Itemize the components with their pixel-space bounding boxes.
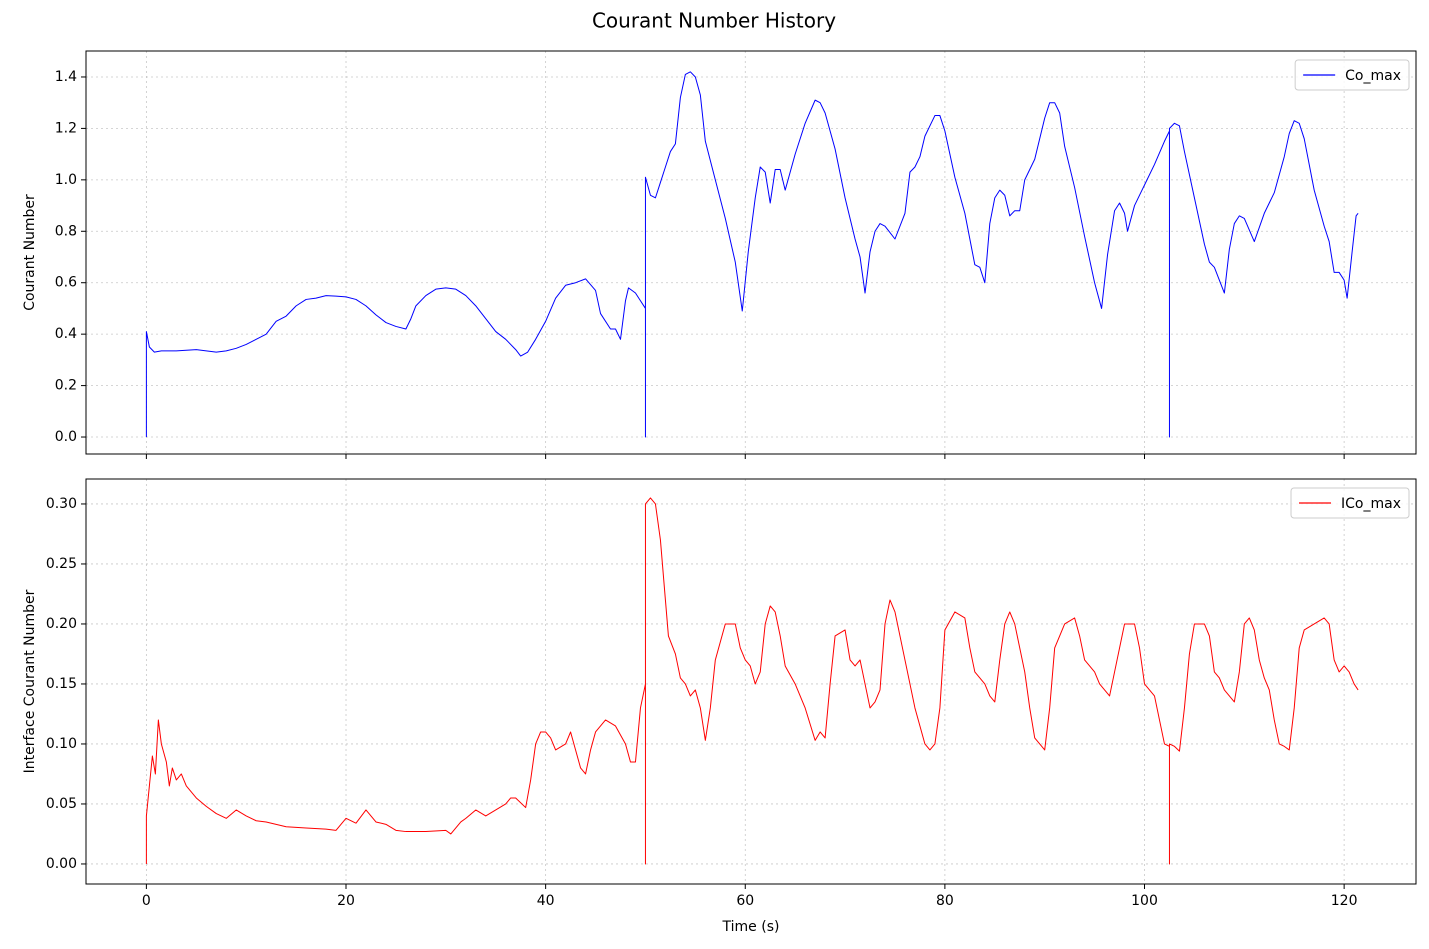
y-tick-label: 0.6 (55, 275, 77, 291)
y-tick-label: 0.0 (55, 429, 77, 445)
y-tick-label: 0.25 (46, 556, 77, 572)
x-tick-label: 80 (936, 893, 954, 909)
axes-frame (85, 478, 1417, 885)
y-tick-label: 0.4 (55, 326, 77, 342)
y-tick-label: 0.20 (46, 616, 77, 632)
data-line (145, 71, 1359, 438)
x-tick-label: 20 (337, 893, 355, 909)
y-tick-label: 1.4 (55, 69, 77, 85)
axes-frame (85, 50, 1417, 455)
y-tick-label: 0.2 (55, 378, 77, 394)
x-tick-label: 40 (537, 893, 555, 909)
x-tick-label: 100 (1131, 893, 1158, 909)
plot-area (145, 497, 1359, 865)
y-tick-label: 0.15 (46, 676, 77, 692)
y-tick-label: 0.8 (55, 223, 77, 239)
x-axis-label: Time (s) (722, 919, 780, 935)
y-axis-label: Interface Courant Number (22, 589, 38, 773)
y-tick-label: 0.10 (46, 736, 77, 752)
legend-box (1290, 487, 1410, 519)
y-tick-label: 0.30 (46, 496, 77, 512)
y-tick-label: 0.00 (46, 856, 77, 872)
y-tick-label: 1.2 (55, 120, 77, 136)
legend-label: Co_max (1345, 68, 1401, 84)
legend-label: ICo_max (1341, 496, 1401, 512)
legend-box (1294, 59, 1410, 91)
data-line (145, 497, 1359, 865)
x-tick-label: 60 (736, 893, 754, 909)
figure-title: Courant Number History (592, 9, 836, 33)
y-tick-label: 1.0 (55, 172, 77, 188)
plot-area (145, 71, 1359, 438)
x-tick-label: 120 (1331, 893, 1358, 909)
x-tick-label: 0 (142, 893, 151, 909)
y-tick-label: 0.05 (46, 796, 77, 812)
y-axis-label: Courant Number (22, 194, 38, 311)
